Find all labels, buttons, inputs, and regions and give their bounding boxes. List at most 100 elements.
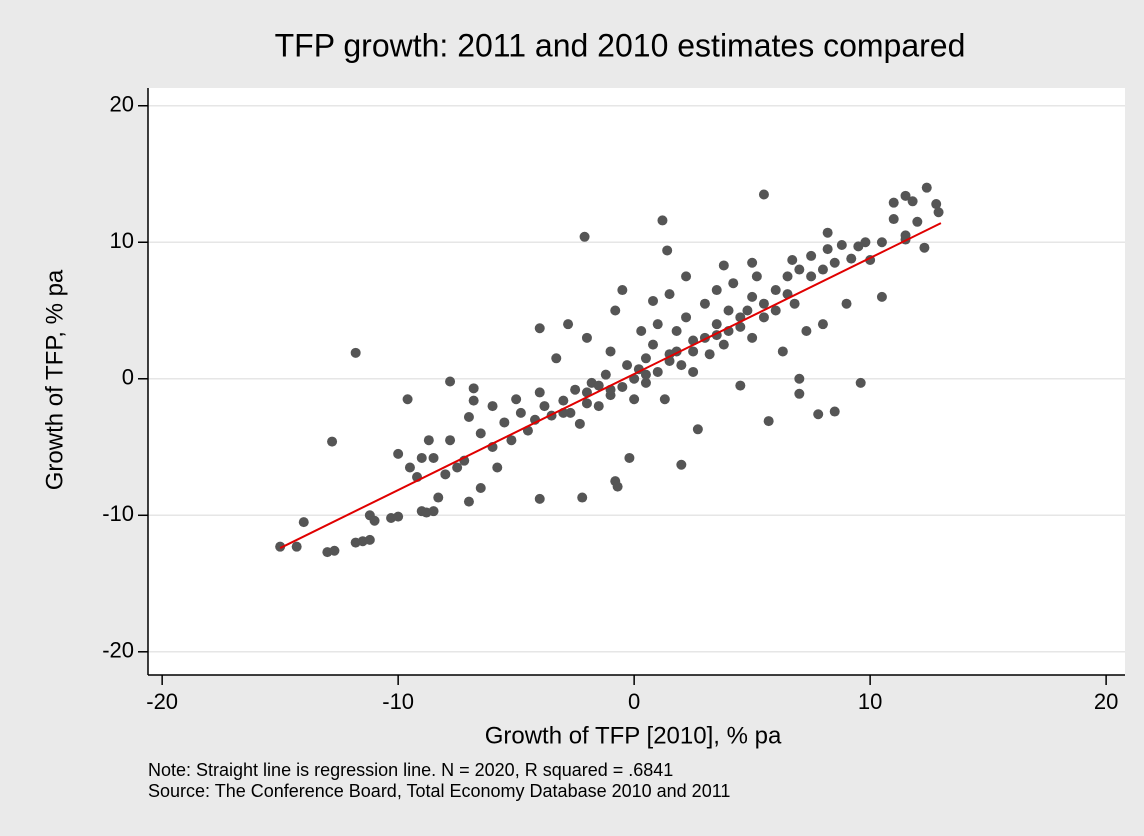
y-tick-label: -10 <box>102 501 134 526</box>
point <box>350 347 361 358</box>
point <box>416 452 427 463</box>
point <box>900 230 911 241</box>
point <box>817 319 828 330</box>
point <box>475 482 486 493</box>
point <box>735 321 746 332</box>
x-axis-label: Growth of TFP [2010], % pa <box>485 722 782 749</box>
point <box>404 462 415 473</box>
point <box>777 346 788 357</box>
point <box>770 305 781 316</box>
y-tick-label: 10 <box>110 228 134 253</box>
chart-title: TFP growth: 2011 and 2010 estimates comp… <box>275 27 966 63</box>
point <box>742 305 753 316</box>
point <box>402 394 413 405</box>
point <box>747 332 758 343</box>
point <box>515 407 526 418</box>
point <box>718 339 729 350</box>
point <box>652 366 663 377</box>
point <box>577 492 588 503</box>
point <box>648 295 659 306</box>
point <box>534 387 545 398</box>
point <box>433 492 444 503</box>
point <box>581 332 592 343</box>
point <box>829 257 840 268</box>
point <box>327 436 338 447</box>
point <box>711 319 722 330</box>
point <box>636 325 647 336</box>
point <box>735 380 746 391</box>
point <box>888 197 899 208</box>
point <box>612 481 623 492</box>
point <box>574 418 585 429</box>
y-tick-label: 20 <box>110 92 134 117</box>
point <box>659 394 670 405</box>
point <box>534 493 545 504</box>
point <box>806 271 817 282</box>
point <box>551 353 562 364</box>
point <box>794 373 805 384</box>
point <box>298 517 309 528</box>
point <box>681 271 692 282</box>
x-tick-label: 10 <box>858 689 882 714</box>
point <box>648 339 659 350</box>
point <box>664 349 675 360</box>
point <box>860 237 871 248</box>
point <box>688 346 699 357</box>
point <box>640 353 651 364</box>
point <box>900 190 911 201</box>
point <box>933 207 944 218</box>
point <box>763 416 774 427</box>
y-tick-label: -20 <box>102 638 134 663</box>
point <box>671 325 682 336</box>
point <box>676 360 687 371</box>
point <box>329 545 340 556</box>
point <box>876 237 887 248</box>
point <box>369 515 380 526</box>
x-tick-label: 20 <box>1094 689 1118 714</box>
point <box>664 289 675 300</box>
x-tick-label: -10 <box>382 689 414 714</box>
point <box>291 541 302 552</box>
point <box>822 244 833 255</box>
point <box>393 448 404 459</box>
point <box>539 401 550 412</box>
point <box>605 346 616 357</box>
point <box>593 401 604 412</box>
point <box>747 291 758 302</box>
point <box>499 417 510 428</box>
point <box>428 506 439 517</box>
point <box>789 298 800 309</box>
point <box>711 285 722 296</box>
point <box>801 325 812 336</box>
point <box>534 323 545 334</box>
point <box>563 319 574 330</box>
point <box>794 388 805 399</box>
point <box>704 349 715 360</box>
point <box>622 360 633 371</box>
point <box>770 285 781 296</box>
regression-line <box>279 222 942 549</box>
point <box>855 377 866 388</box>
point <box>579 231 590 242</box>
point <box>817 264 828 275</box>
point <box>787 255 798 266</box>
point <box>640 377 651 388</box>
point <box>640 369 651 380</box>
point <box>393 511 404 522</box>
point <box>676 459 687 470</box>
point <box>907 196 918 207</box>
y-axis-label: Growth of TFP, % pa <box>41 269 68 490</box>
point <box>629 394 640 405</box>
point <box>662 245 673 256</box>
point <box>841 298 852 309</box>
point <box>751 271 762 282</box>
point <box>511 394 522 405</box>
point <box>445 376 456 387</box>
point <box>931 199 942 210</box>
point <box>813 409 824 420</box>
point <box>806 250 817 261</box>
point <box>487 401 498 412</box>
point <box>758 312 769 323</box>
point <box>921 182 932 193</box>
point <box>600 369 611 380</box>
